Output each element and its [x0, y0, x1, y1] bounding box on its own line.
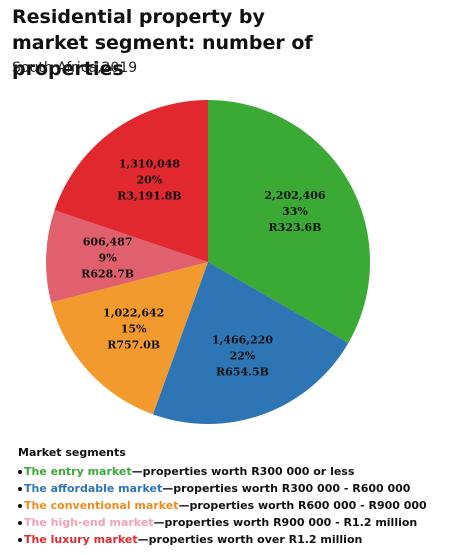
pie-slice — [45, 210, 208, 303]
legend-bullet — [18, 538, 22, 542]
legend-description: —properties worth R300 000 - R600 000 — [162, 482, 411, 495]
slice-count-label: 606,487 — [83, 235, 133, 248]
pie-slice — [54, 100, 208, 262]
legend-item: The conventional market—properties worth… — [18, 499, 427, 516]
legend-description: —properties worth R600 000 - R900 000 — [178, 499, 427, 512]
pie-slice — [208, 100, 370, 343]
slice-value-label: R628.7B — [81, 267, 134, 280]
slice-share-label: 20% — [137, 173, 163, 186]
legend-description: —properties worth R900 000 - R1.2 millio… — [153, 516, 418, 529]
slice-value-label: R654.5B — [216, 365, 269, 378]
legend-item: The affordable market—properties worth R… — [18, 482, 427, 499]
slice-count-label: 1,466,220 — [212, 333, 274, 346]
slice-value-label: R3,191.8B — [117, 189, 181, 202]
legend-bullet — [18, 470, 22, 474]
chart-title: Residential property by market segment: … — [12, 6, 313, 80]
legend-title: Market segments — [18, 446, 126, 459]
legend-name: The high-end market — [24, 516, 154, 529]
slice-value-label: R757.0B — [107, 339, 160, 352]
slice-share-label: 22% — [230, 349, 256, 362]
slice-count-label: 1,310,048 — [119, 157, 181, 170]
slice-count-label: 2,202,406 — [264, 189, 326, 202]
legend-bullet — [18, 487, 22, 491]
legend-item: The luxury market—properties worth over … — [18, 533, 427, 550]
legend-name: The entry market — [24, 465, 132, 478]
legend-bullet — [18, 521, 22, 525]
chart-subtitle: South Africa,2019 — [12, 60, 138, 76]
slice-value-label: R323.6B — [269, 221, 322, 234]
pie-slice — [152, 262, 349, 424]
legend-description: —properties worth R300 000 or less — [131, 465, 355, 478]
legend-item: The high-end market—properties worth R90… — [18, 516, 427, 533]
slice-share-label: 33% — [282, 205, 308, 218]
slice-share-label: 9% — [99, 251, 118, 264]
legend-name: The affordable market — [24, 482, 163, 495]
legend-item: The entry market—properties worth R300 0… — [18, 465, 427, 482]
legend-name: The conventional market — [24, 499, 179, 512]
chart: 2,202,406 33% R323.6B 1,466,220 22% R654.5B 1,… — [45, 100, 370, 424]
legend: Market segments The entry market—propert… — [18, 446, 427, 550]
pie-slice — [51, 262, 208, 415]
slice-share-label: 15% — [121, 323, 147, 336]
legend-description: —properties worth over R1.2 million — [137, 533, 363, 546]
slice-count-label: 1,022,642 — [103, 307, 164, 320]
legend-bullet — [18, 504, 22, 508]
legend-name: The luxury market — [24, 533, 138, 546]
